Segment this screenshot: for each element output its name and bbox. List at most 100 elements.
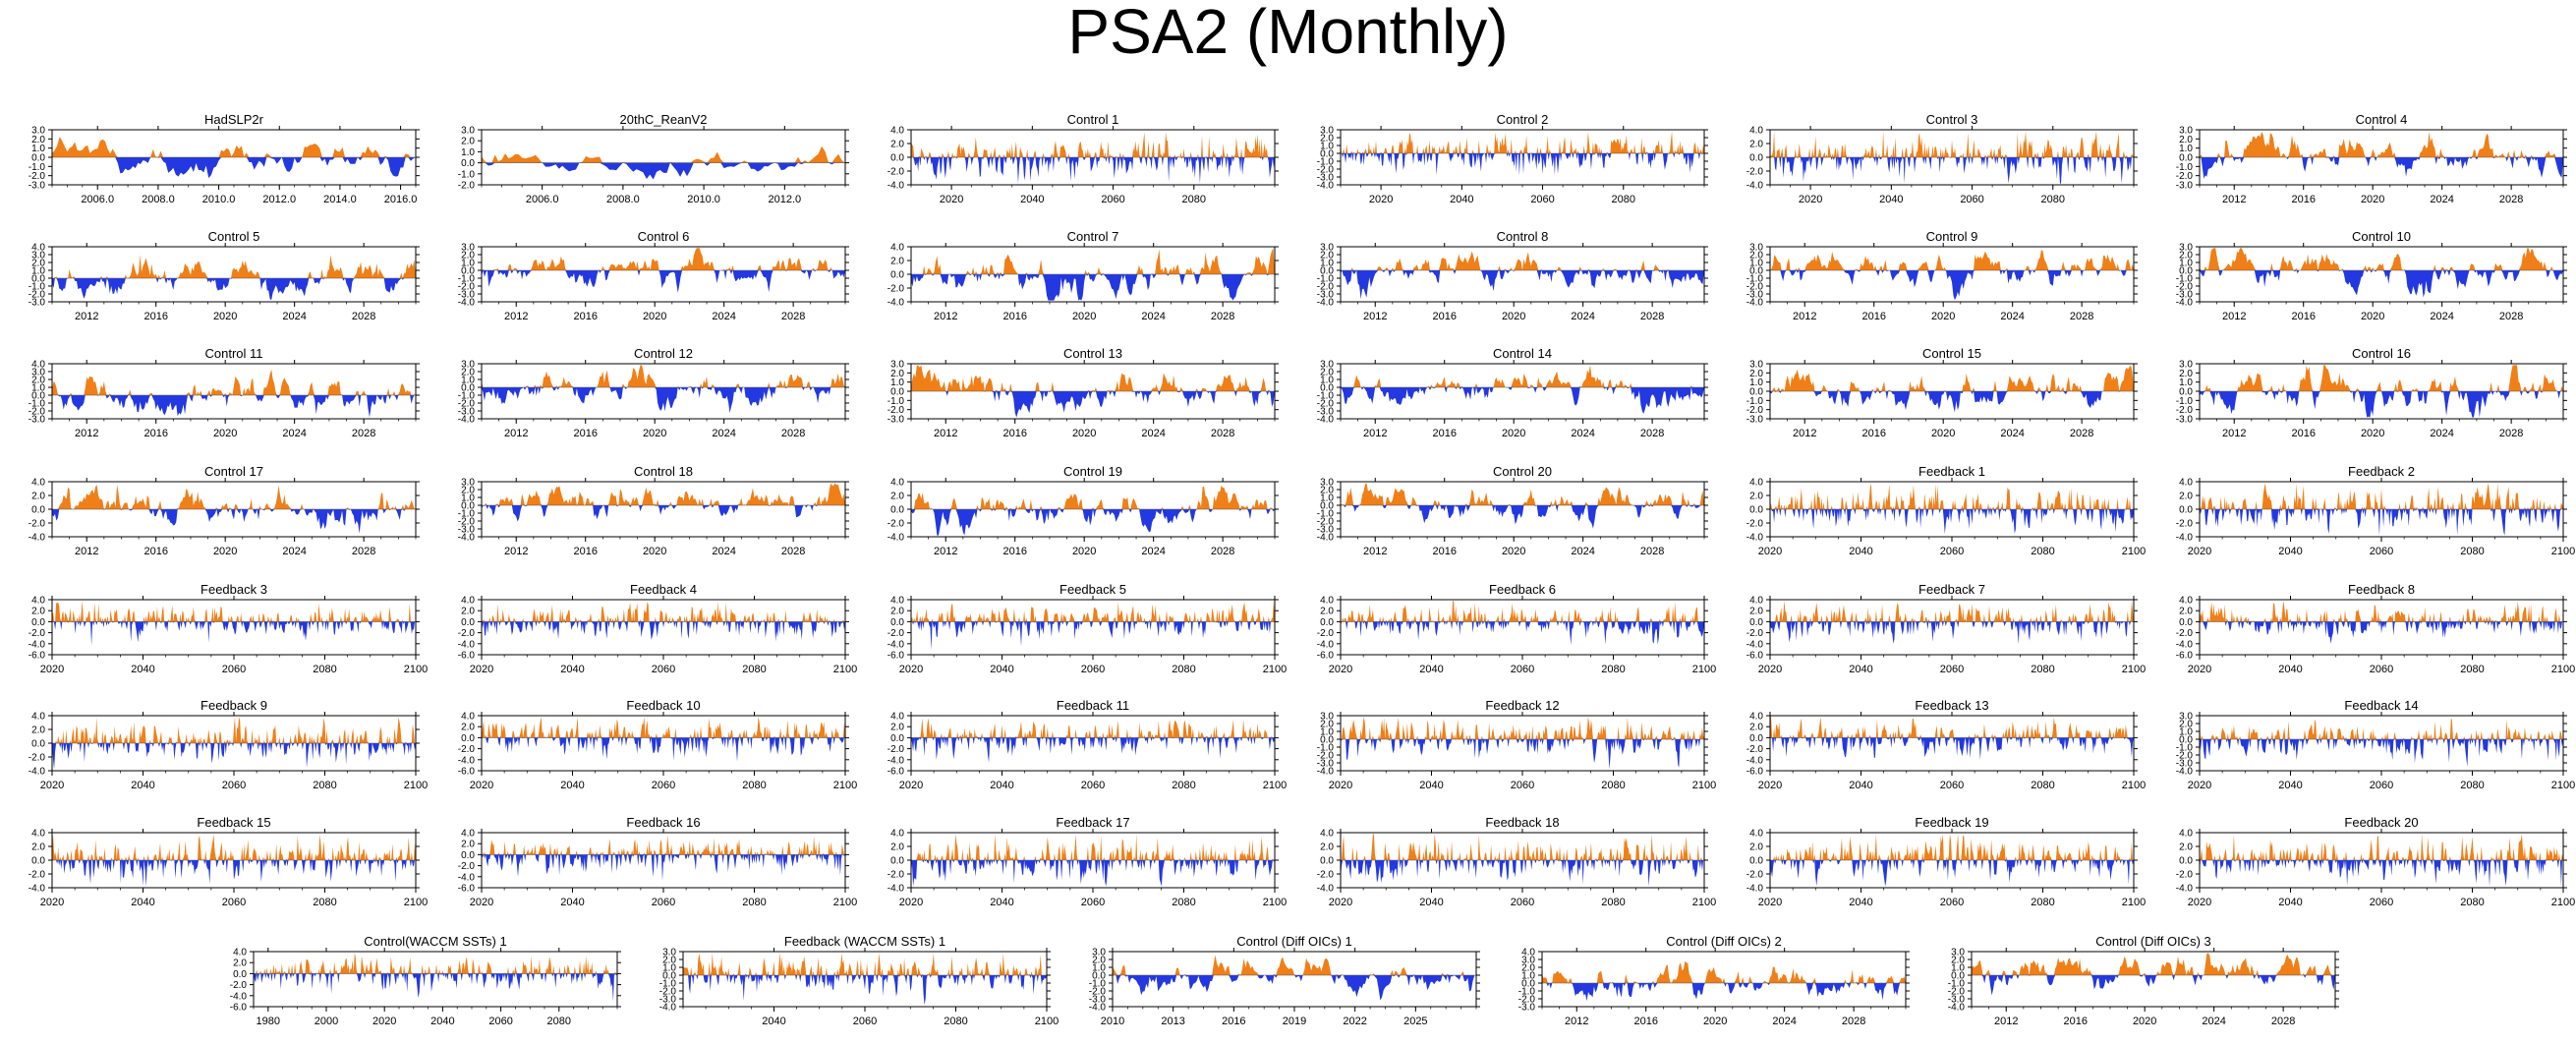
y-tick-label: -4.0 (458, 872, 476, 883)
x-tick-label: 2020 (470, 780, 493, 791)
panel-title: Feedback 14 (2344, 698, 2418, 713)
x-tick-label: 2012 (1565, 1016, 1588, 1027)
y-tick-label: 2.0 (662, 956, 676, 966)
positive-area (52, 369, 416, 395)
y-tick-label: 0.0 (890, 505, 904, 516)
y-tick-label: -4.0 (887, 639, 905, 650)
y-tick-label: 3.0 (31, 126, 45, 137)
x-tick-label: 2028 (1211, 428, 1234, 439)
panel-27: Feedback 5 4.02.00.0-2.0-4.0-6.0 2020 2040 2… (887, 582, 1287, 675)
y-tick-label: -6.0 (29, 651, 46, 662)
x-tick-label: 2100 (2122, 780, 2146, 791)
y-tick-label: -4.0 (887, 181, 905, 192)
x-tick-label: 2060 (1940, 664, 1964, 675)
negative-area (2200, 739, 2563, 767)
x-tick-label: 2040 (2278, 780, 2302, 791)
y-tick-label: -2.0 (1317, 517, 1335, 528)
x-tick-label: 2040 (1020, 194, 1044, 205)
x-tick-label: 2100 (404, 664, 428, 675)
y-tick-label: -2.0 (1746, 405, 1764, 416)
panel-title: Feedback 17 (1056, 815, 1129, 830)
y-tick-label: -1.0 (458, 509, 476, 520)
y-tick-label: -2.0 (29, 407, 46, 418)
x-tick-label: 2040 (131, 664, 154, 675)
negative-area (2200, 391, 2563, 418)
positive-area (1972, 953, 2335, 975)
x-tick-label: 2080 (2031, 897, 2054, 908)
y-tick-label: 2.0 (461, 840, 475, 850)
page-title: PSA2 (Monthly) (1067, 0, 1509, 67)
x-tick-label: 2016 (2063, 1016, 2087, 1027)
x-tick-label: 2100 (1692, 897, 1716, 908)
y-tick-label: -1.0 (1317, 743, 1335, 754)
y-tick-label: -1.0 (29, 282, 46, 293)
panel-40: Feedback 18 4.0 2.0 0.0 -2.0 -4.0 2020 2040 2060… (1317, 815, 1716, 908)
y-tick-label: 2.0 (31, 726, 45, 736)
x-tick-label: 2020 (1369, 194, 1393, 205)
x-tick-label: 2016.0 (384, 194, 418, 205)
x-tick-label: 2100 (1263, 780, 1287, 791)
panel-13: Control 11 4.03.02.01.00.0-1.0-2.0-3.0 201… (29, 346, 420, 439)
panel-title: Feedback 7 (1918, 582, 1985, 597)
y-tick-label: -2.0 (2176, 171, 2194, 182)
x-tick-label: 2012 (75, 546, 98, 557)
x-tick-label: 2100 (1692, 780, 1716, 791)
y-tick-label: -2.0 (458, 744, 476, 755)
positive-area (482, 365, 845, 387)
x-tick-label: 2024 (712, 546, 735, 557)
y-tick-label: 3.0 (31, 251, 45, 261)
y-tick-label: 0.0 (890, 153, 904, 164)
x-tick-label: 2012 (1793, 311, 1816, 322)
y-tick-label: 4.0 (890, 712, 904, 723)
x-tick-label: 2020 (899, 664, 923, 675)
y-tick-label: 3.0 (662, 948, 676, 958)
x-tick-label: 2024 (712, 311, 735, 322)
y-tick-label: 1.0 (1320, 493, 1334, 504)
x-tick-label: 2060 (1940, 897, 1964, 908)
y-tick-label: 0.0 (1320, 856, 1334, 867)
x-tick-label: 2060 (2370, 546, 2393, 557)
y-tick-label: 0.0 (2179, 387, 2193, 398)
negative-area (1542, 983, 1906, 1002)
y-tick-label: 0.0 (31, 739, 45, 750)
positive-area (2200, 248, 2563, 270)
x-tick-label: 2010.0 (202, 194, 236, 205)
y-tick-label: 1.0 (2179, 144, 2193, 154)
plot-frame (1769, 246, 2135, 303)
x-tick-label: 2020 (643, 311, 666, 322)
x-tick-label: 2022 (1343, 1016, 1366, 1027)
y-tick-label: -3.0 (1317, 759, 1335, 770)
x-tick-label: 2016 (1432, 428, 1456, 439)
positive-area (1341, 717, 1704, 739)
y-tick-label: 0.0 (1749, 505, 1763, 516)
y-tick-label: -4.0 (887, 884, 905, 895)
y-tick-label: 2.0 (890, 257, 904, 267)
y-tick-label: -2.0 (1518, 995, 1536, 1006)
y-tick-label: -4.0 (1746, 298, 1764, 309)
plot-frame (1340, 246, 1705, 303)
y-tick-label: 4.0 (31, 712, 45, 723)
panel-title: Control 14 (1493, 346, 1552, 361)
x-tick-label: 2020 (1329, 897, 1352, 908)
y-tick-label: -2.0 (458, 399, 476, 410)
positive-area (482, 145, 845, 163)
x-tick-label: 2028 (2499, 311, 2523, 322)
x-tick-label: 2080 (313, 780, 336, 791)
negative-area (2200, 860, 2563, 887)
x-tick-label: 2100 (404, 897, 428, 908)
panel-45: Control (Diff OICs) 1 3.02.01.00.0-1.0-2.… (1089, 934, 1480, 1027)
x-tick-label: 2024 (282, 311, 306, 322)
panel-39: Feedback 17 4.0 2.0 0.0 -2.0 -4.0 2020 2040 2060… (887, 815, 1287, 908)
y-tick-label: -4.0 (1317, 298, 1335, 309)
panel-28: Feedback 6 4.02.00.0-2.0-4.0-6.0 2020 2040 2… (1317, 582, 1716, 675)
negative-area (482, 854, 845, 881)
x-tick-label: 2040 (1849, 897, 1872, 908)
x-tick-label: 2020 (40, 897, 64, 908)
y-tick-label: 0.0 (31, 505, 45, 516)
y-tick-label: 2.0 (2179, 720, 2193, 730)
panel-title: Feedback 18 (1485, 815, 1559, 830)
x-tick-label: 2016 (1002, 311, 1026, 322)
y-tick-label: 2.0 (1749, 842, 1763, 853)
negative-area (52, 278, 416, 300)
y-tick-label: -2.0 (1746, 282, 1764, 293)
